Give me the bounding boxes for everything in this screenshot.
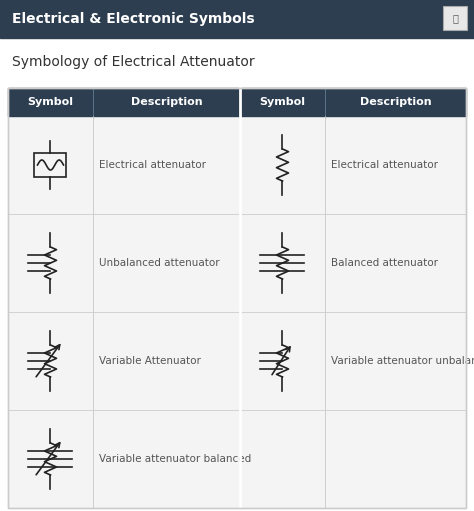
Bar bbox=[240, 214, 325, 312]
Bar bbox=[240, 410, 325, 508]
Bar bbox=[325, 214, 466, 312]
Bar bbox=[8, 214, 93, 312]
Bar bbox=[8, 88, 93, 116]
Bar bbox=[240, 312, 325, 410]
Text: Variable attenuator unbalanced: Variable attenuator unbalanced bbox=[331, 356, 474, 366]
Bar bbox=[93, 88, 240, 116]
Bar bbox=[325, 88, 466, 116]
Text: Variable Attenuator: Variable Attenuator bbox=[99, 356, 201, 366]
Bar bbox=[93, 410, 240, 508]
Text: Description: Description bbox=[360, 97, 431, 107]
Bar bbox=[93, 214, 240, 312]
Bar bbox=[325, 410, 466, 508]
Bar bbox=[93, 312, 240, 410]
Bar bbox=[325, 116, 466, 214]
Bar bbox=[8, 312, 93, 410]
Text: Balanced attenuator: Balanced attenuator bbox=[331, 258, 438, 268]
Text: Symbol: Symbol bbox=[27, 97, 73, 107]
Bar bbox=[240, 88, 325, 116]
Text: Electrical attenuator: Electrical attenuator bbox=[331, 160, 438, 170]
Bar bbox=[443, 6, 467, 30]
Text: 🔍: 🔍 bbox=[452, 13, 458, 23]
Bar bbox=[93, 116, 240, 214]
Bar bbox=[8, 410, 93, 508]
Text: Electrical & Electronic Symbols: Electrical & Electronic Symbols bbox=[12, 12, 255, 26]
Bar bbox=[35, 153, 66, 177]
Text: Description: Description bbox=[131, 97, 202, 107]
Text: Symbol: Symbol bbox=[259, 97, 306, 107]
Text: Symbology of Electrical Attenuator: Symbology of Electrical Attenuator bbox=[12, 55, 255, 69]
Text: Unbalanced attenuator: Unbalanced attenuator bbox=[99, 258, 219, 268]
Bar bbox=[0, 0, 474, 38]
Bar bbox=[8, 88, 466, 508]
Bar bbox=[325, 312, 466, 410]
Bar bbox=[240, 116, 325, 214]
Bar bbox=[8, 88, 466, 508]
Bar bbox=[8, 116, 93, 214]
Text: Electrical attenuator: Electrical attenuator bbox=[99, 160, 206, 170]
Text: Variable attenuator balanced: Variable attenuator balanced bbox=[99, 454, 251, 464]
